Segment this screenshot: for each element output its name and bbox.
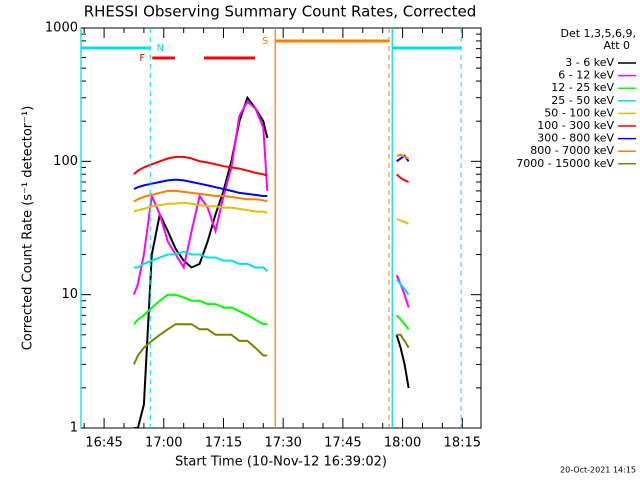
- y-tick-label: 1: [70, 421, 78, 436]
- x-tick-label: 18:00: [384, 436, 421, 451]
- legend-label: 50 - 100 keV: [544, 106, 614, 119]
- series-line: [133, 250, 410, 296]
- series-line: [132, 323, 410, 365]
- series-line: [133, 201, 409, 225]
- x-tick-label: 18:15: [444, 436, 481, 451]
- x-tick-label: 17:00: [145, 436, 182, 451]
- y-axis-label: Corrected Count Rate (s⁻¹ detector⁻¹): [21, 106, 36, 351]
- flag-label: S: [262, 36, 268, 47]
- legend-title: Det 1,3,5,6,9,: [560, 27, 636, 40]
- legend-label: 300 - 800 keV: [537, 132, 614, 145]
- series-line: [133, 155, 409, 183]
- legend-label: 800 - 7000 keV: [530, 144, 614, 157]
- series-line: [133, 95, 410, 428]
- series-line: [133, 293, 410, 330]
- x-axis-label: Start Time (10-Nov-12 16:39:02): [175, 455, 387, 470]
- series-line: [132, 100, 410, 308]
- legend-label: 7000 - 15000 keV: [516, 157, 614, 170]
- plot-area: [132, 95, 410, 428]
- legend-label: 3 - 6 keV: [565, 56, 614, 69]
- legend-label: 100 - 300 keV: [537, 119, 614, 132]
- x-tick-label: 17:45: [324, 436, 361, 451]
- flag-label: N: [157, 43, 164, 54]
- y-tick-label: 100: [53, 154, 78, 169]
- x-tick-label: 17:30: [264, 436, 301, 451]
- legend-label: 25 - 50 keV: [551, 94, 614, 107]
- flag-label: F: [139, 53, 145, 64]
- y-tick-label: 1000: [45, 21, 78, 36]
- legend-title: Att 0: [604, 39, 630, 52]
- chart-title: RHESSI Observing Summary Count Rates, Co…: [84, 3, 477, 21]
- y-tick-label: 10: [61, 287, 78, 302]
- x-tick-label: 16:45: [85, 436, 122, 451]
- legend-label: 12 - 25 keV: [551, 81, 614, 94]
- legend-label: 6 - 12 keV: [558, 69, 614, 82]
- x-tick-label: 17:15: [205, 436, 242, 451]
- footer: 20-Oct-2021 14:15: [560, 466, 636, 475]
- series-line: [133, 153, 409, 203]
